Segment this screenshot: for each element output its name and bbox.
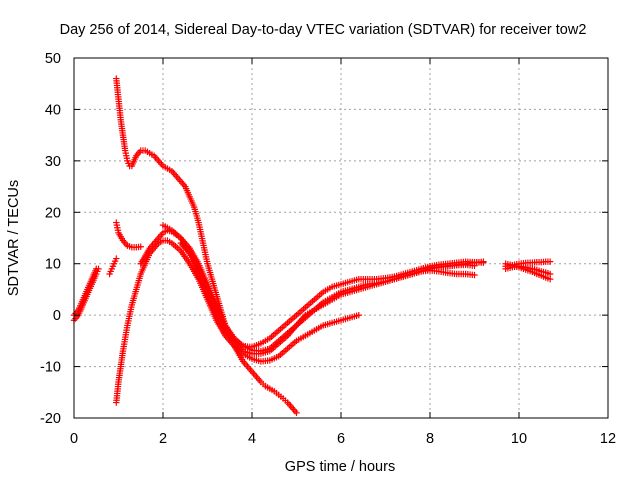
data-point	[355, 311, 362, 319]
data-point	[546, 270, 554, 278]
x-tick-label: 6	[337, 431, 345, 447]
y-tick-label: 40	[45, 102, 61, 118]
ticks-layer: 0 2 4 6 8 10 12 -20 -10 0 10 20 30 40 50	[40, 51, 616, 447]
series-track-2	[70, 265, 100, 319]
data-point	[293, 409, 300, 417]
series-track-9	[177, 239, 478, 355]
data-point	[137, 243, 144, 250]
series-track-6	[113, 237, 362, 406]
x-tick-label: 10	[511, 431, 527, 447]
data-point	[113, 255, 120, 262]
y-tick-label: 10	[45, 257, 61, 273]
x-tick-label: 12	[600, 431, 616, 447]
y-tick-label: 20	[45, 205, 61, 221]
x-axis-label: GPS time / hours	[285, 459, 395, 475]
data-point	[93, 265, 100, 273]
series-track-13	[502, 263, 554, 278]
x-tick-label: 4	[248, 431, 256, 447]
marks-layer	[70, 75, 554, 417]
series-track-3	[106, 255, 120, 278]
y-tick-label: 30	[45, 154, 61, 170]
data-point	[480, 258, 487, 265]
series-track-5	[113, 219, 144, 251]
data-point	[546, 258, 554, 265]
series-track-10	[417, 258, 487, 273]
y-tick-label: 50	[45, 51, 61, 67]
grid-layer	[74, 58, 608, 418]
data-point	[471, 271, 478, 279]
y-tick-label: -10	[40, 360, 61, 376]
y-axis-label: SDTVAR / TECUs	[6, 180, 22, 296]
series-track-1	[70, 265, 102, 324]
chart-title: Day 256 of 2014, Sidereal Day-to-day VTE…	[60, 22, 587, 38]
x-tick-label: 8	[426, 431, 434, 447]
x-tick-label: 0	[70, 431, 78, 447]
y-tick-label: 0	[53, 308, 61, 324]
y-tick-label: -20	[40, 411, 61, 427]
x-tick-label: 2	[159, 431, 167, 447]
